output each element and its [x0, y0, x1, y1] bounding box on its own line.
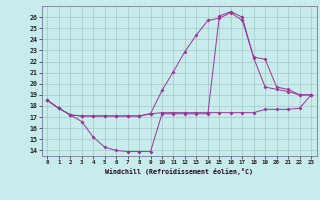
X-axis label: Windchill (Refroidissement éolien,°C): Windchill (Refroidissement éolien,°C) [105, 168, 253, 175]
